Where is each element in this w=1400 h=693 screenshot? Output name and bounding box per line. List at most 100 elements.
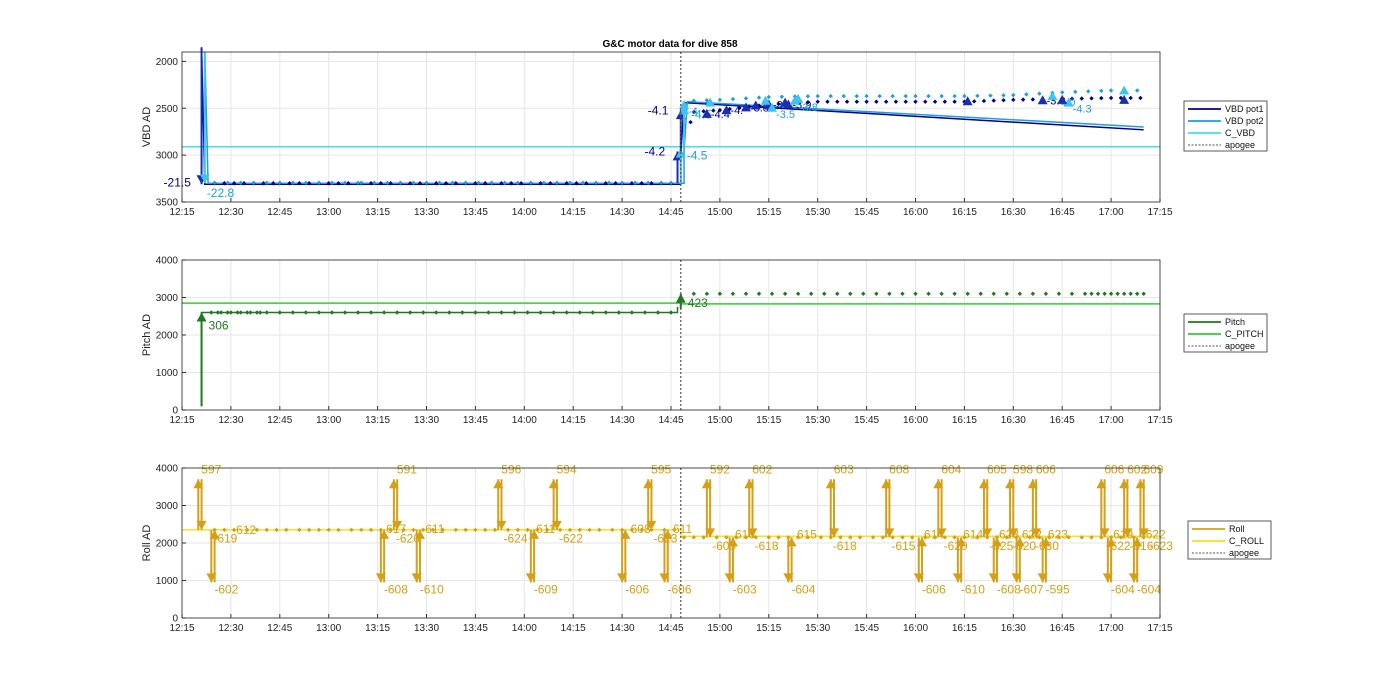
pitch-point bbox=[368, 310, 374, 315]
vbd-pot1-point bbox=[388, 181, 393, 186]
pitch-point bbox=[1017, 291, 1023, 296]
pitch-x-tick-label: 14:30 bbox=[610, 415, 635, 426]
roll-point bbox=[1027, 535, 1032, 540]
roll-point bbox=[326, 527, 331, 533]
roll-spike-label: -607 bbox=[1020, 583, 1044, 597]
vbd-pot2-point bbox=[238, 180, 243, 185]
vbd-x-tick-label: 12:15 bbox=[169, 207, 194, 218]
roll-point bbox=[587, 527, 592, 533]
roll-mid-label: -623 bbox=[653, 531, 677, 545]
pitch-point bbox=[254, 310, 260, 315]
vbd-axes-frame bbox=[181, 51, 1161, 203]
roll-point bbox=[724, 535, 729, 540]
vbd-pot1-point bbox=[952, 99, 957, 104]
vbd-arrow-head bbox=[679, 105, 690, 115]
pitch-point bbox=[1004, 291, 1009, 296]
roll-point bbox=[910, 535, 915, 540]
pitch-point bbox=[525, 310, 530, 315]
roll-point bbox=[231, 527, 237, 533]
roll-point bbox=[306, 527, 312, 533]
roll-mid-label: -615 bbox=[891, 539, 915, 553]
pitch-point bbox=[900, 291, 905, 296]
vbd-pot2-point bbox=[1001, 93, 1006, 98]
vbd-triangle-marker bbox=[679, 99, 690, 109]
pitch-point bbox=[795, 291, 801, 296]
vbd-pot1-point bbox=[883, 99, 889, 104]
pitch-y-axis-label: Pitch AD bbox=[141, 314, 153, 356]
roll-point bbox=[1056, 535, 1062, 540]
pitch-point bbox=[655, 310, 661, 315]
pitch-y-tick-label: 3000 bbox=[156, 293, 179, 304]
pitch-x-tick-label: 14:45 bbox=[658, 415, 683, 426]
vbd-y-tick-label: 2500 bbox=[156, 104, 179, 115]
roll-y-tick-label: 2000 bbox=[156, 539, 179, 550]
vbd-pot1-point bbox=[854, 99, 860, 104]
pitch-point bbox=[642, 310, 648, 315]
vbd-pot1-point bbox=[509, 181, 514, 186]
roll-arrow-head bbox=[551, 520, 562, 530]
roll-point bbox=[359, 527, 364, 533]
roll-mid-label: 622 bbox=[1022, 528, 1042, 542]
pitch-x-tick-label: 14:15 bbox=[561, 415, 586, 426]
vbd-pot1-point bbox=[287, 181, 292, 186]
roll-x-tick-label: 17:15 bbox=[1147, 623, 1172, 634]
roll-point bbox=[482, 527, 488, 533]
vbd-pot2-point bbox=[632, 180, 638, 185]
vbd-pot2-point bbox=[743, 96, 749, 101]
vbd-pot1-point bbox=[326, 181, 331, 186]
pitch-x-tick-label: 15:45 bbox=[854, 415, 879, 426]
vbd-pot2-point bbox=[1134, 88, 1140, 93]
vbd-x-tick-label: 13:00 bbox=[316, 207, 341, 218]
pitch-point bbox=[848, 291, 853, 296]
vbd-x-tick-label: 13:15 bbox=[365, 207, 390, 218]
vbd-marker-label: -4.3 bbox=[1073, 104, 1092, 116]
vbd-pot1-point bbox=[815, 99, 820, 104]
pitch-x-tick-label: 16:45 bbox=[1050, 415, 1075, 426]
vbd-pot2-point bbox=[342, 180, 348, 185]
pitch-point bbox=[512, 310, 517, 315]
vbd-pot1-point bbox=[613, 181, 618, 186]
pitch-point bbox=[447, 310, 452, 315]
roll-point bbox=[932, 535, 938, 540]
vbd-pot2-point bbox=[450, 180, 455, 185]
roll-arrow-head bbox=[917, 537, 928, 547]
roll-point bbox=[805, 535, 811, 540]
pitch-point bbox=[743, 291, 749, 296]
vbd-pot1-point bbox=[756, 103, 762, 108]
roll-mid-label: -619 bbox=[213, 531, 237, 545]
pitch-point bbox=[887, 291, 892, 296]
roll-mid-label: 611 bbox=[536, 522, 555, 536]
roll-spike-label: -604 bbox=[1111, 583, 1135, 597]
pitch-axes-frame bbox=[181, 259, 1161, 411]
vbd-pot1-point bbox=[1089, 96, 1094, 101]
roll-arrow-head bbox=[727, 537, 738, 547]
vbd-pot1-point bbox=[727, 106, 732, 112]
pitch-point bbox=[603, 310, 608, 315]
vbd-pot1-point bbox=[711, 108, 716, 113]
vbd-pot1-point bbox=[981, 98, 987, 104]
pitch-point bbox=[245, 310, 250, 315]
vbd-pot2-point bbox=[815, 93, 820, 99]
pitch-point bbox=[965, 291, 970, 296]
pitch-point bbox=[209, 310, 214, 315]
roll-x-tick-label: 13:45 bbox=[463, 623, 488, 634]
vbd-x-tick-label: 13:30 bbox=[414, 207, 439, 218]
pitch-point bbox=[218, 310, 224, 315]
vbd-pot1-point bbox=[737, 105, 742, 111]
pitch-point bbox=[1069, 291, 1075, 296]
roll-spike-label: -608 bbox=[997, 583, 1021, 597]
roll-x-tick-label: 15:30 bbox=[805, 623, 830, 634]
vbd-pot2-point bbox=[606, 180, 612, 185]
vbd-y-tick-label: 2000 bbox=[156, 57, 179, 68]
pitch-point bbox=[668, 310, 674, 315]
roll-point bbox=[672, 527, 677, 533]
vbd-pot2-point bbox=[691, 98, 697, 103]
vbd-pot1-point bbox=[538, 181, 543, 186]
vbd-legend-label: C_VBD bbox=[1225, 128, 1256, 138]
roll-point bbox=[368, 527, 374, 533]
roll-x-tick-label: 16:00 bbox=[903, 623, 928, 634]
roll-spike-label: -610 bbox=[420, 583, 444, 597]
vbd-pot2-point bbox=[541, 180, 547, 185]
roll-point bbox=[264, 527, 269, 533]
vbd-marker-label: -3.8 bbox=[799, 102, 818, 114]
